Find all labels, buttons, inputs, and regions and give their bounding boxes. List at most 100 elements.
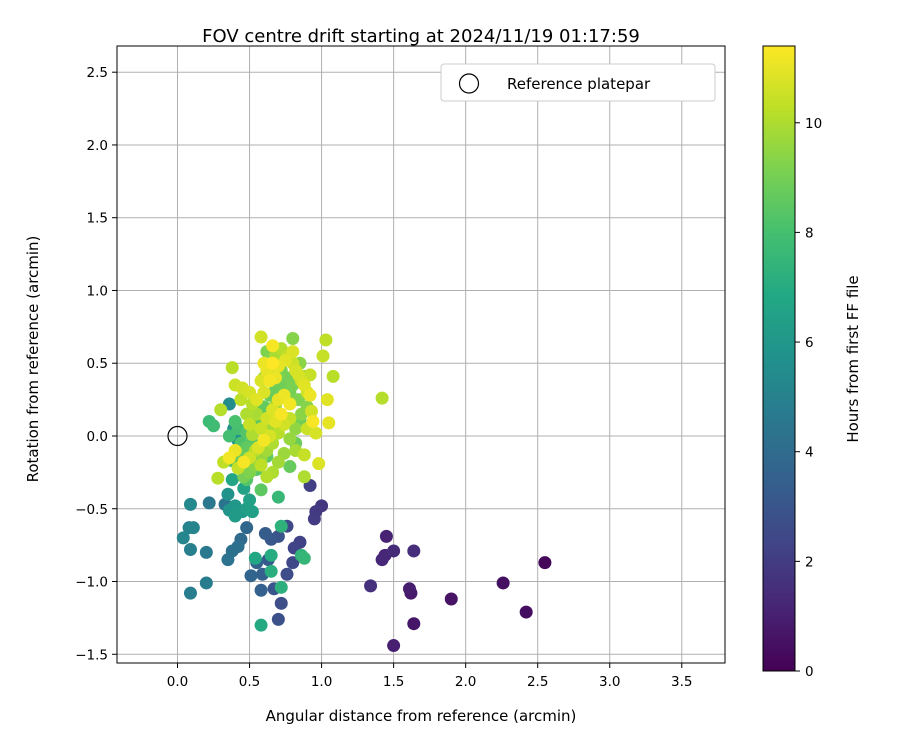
- data-point: [319, 333, 333, 347]
- data-point: [207, 419, 221, 433]
- data-point: [306, 414, 320, 428]
- data-point: [364, 579, 378, 593]
- data-point: [199, 576, 213, 590]
- data-point: [283, 397, 297, 411]
- legend-box: [440, 63, 716, 102]
- x-tick-label: 1.0: [311, 674, 332, 690]
- data-point: [183, 542, 197, 556]
- data-point: [225, 361, 239, 375]
- x-tick-label: 3.5: [671, 674, 692, 690]
- plot-frame: [116, 45, 726, 664]
- legend-label-reference: Reference platepar: [507, 75, 651, 93]
- data-point: [234, 393, 248, 407]
- x-tick-label: 3.0: [599, 674, 620, 690]
- data-point: [228, 509, 242, 523]
- data-point: [303, 388, 317, 402]
- x-tick-label: 2.5: [527, 674, 548, 690]
- y-tick-label: 2.0: [87, 138, 108, 154]
- data-points: [167, 330, 552, 653]
- data-point: [286, 331, 300, 345]
- data-point: [245, 505, 259, 519]
- colorbar-tick-label: 6: [805, 335, 814, 351]
- reference-platepar-marker: [167, 425, 188, 447]
- data-point: [286, 556, 300, 570]
- data-point: [222, 451, 236, 465]
- colorbar-label: Hours from first FF file: [844, 275, 862, 442]
- data-point: [254, 483, 268, 497]
- data-point: [254, 458, 268, 472]
- data-point: [294, 407, 308, 421]
- data-point: [375, 391, 389, 405]
- y-tick-label: 1.0: [87, 283, 108, 299]
- data-point: [183, 497, 197, 511]
- data-point: [320, 393, 334, 407]
- data-point: [260, 470, 274, 484]
- data-point: [250, 393, 264, 407]
- legend-marker-reference: [458, 73, 480, 94]
- data-point: [379, 529, 393, 543]
- data-point: [312, 457, 326, 471]
- data-point: [274, 580, 288, 594]
- data-point: [322, 416, 336, 430]
- y-axis-ticks: −1.5 −1.0 −0.5 0.0 0.5 1.0 1.5 2.0 2.5: [75, 65, 117, 663]
- x-tick-label: 1.5: [383, 674, 404, 690]
- data-point: [375, 553, 389, 567]
- data-point: [264, 548, 278, 562]
- colorbar-tick-label: 8: [805, 225, 814, 241]
- data-point: [266, 339, 280, 353]
- data-point: [222, 429, 236, 443]
- data-point: [283, 432, 297, 446]
- data-point: [243, 493, 257, 507]
- data-point: [297, 551, 311, 565]
- data-point: [225, 473, 239, 487]
- data-point: [266, 356, 280, 370]
- data-point: [286, 345, 300, 359]
- data-point: [387, 544, 401, 558]
- y-tick-label: 2.5: [87, 65, 108, 81]
- data-point: [254, 422, 268, 436]
- chart-title: FOV centre drift starting at 2024/11/19 …: [202, 26, 640, 47]
- data-point: [271, 455, 285, 469]
- grid-lines: [117, 46, 725, 663]
- data-point: [243, 417, 257, 431]
- data-point: [326, 369, 340, 383]
- legend: Reference platepar: [440, 63, 716, 102]
- data-point: [297, 470, 311, 484]
- data-point: [407, 544, 421, 558]
- y-tick-label: 1.5: [87, 211, 108, 227]
- data-point: [280, 567, 294, 581]
- data-point: [244, 569, 258, 583]
- data-point: [176, 531, 190, 545]
- colorbar-tick-label: 4: [805, 445, 814, 461]
- data-point: [199, 545, 213, 559]
- x-axis-ticks: 0.0 0.5 1.0 1.5 2.0 2.5 3.0 3.5: [167, 663, 693, 690]
- data-point: [240, 521, 254, 535]
- data-point: [211, 471, 225, 485]
- data-point: [186, 521, 200, 535]
- data-point: [263, 374, 277, 388]
- data-point: [254, 618, 268, 632]
- data-point: [292, 368, 306, 382]
- x-axis-label: Angular distance from reference (arcmin): [266, 707, 577, 725]
- data-point: [183, 586, 197, 600]
- y-tick-label: 0.0: [87, 429, 108, 445]
- colorbar-tick-label: 0: [805, 664, 814, 680]
- data-point: [402, 582, 416, 596]
- colorbar-tick-label: 2: [805, 554, 814, 570]
- y-tick-label: 0.5: [87, 356, 108, 372]
- data-point: [274, 407, 288, 421]
- data-point: [297, 378, 311, 392]
- colorbar: [762, 45, 796, 672]
- data-point: [297, 448, 311, 462]
- y-tick-label: −1.5: [75, 647, 108, 663]
- data-point: [214, 403, 228, 417]
- data-point: [444, 592, 458, 606]
- colorbar-tick-label: 10: [805, 116, 822, 132]
- data-point: [254, 583, 268, 597]
- data-point: [237, 455, 251, 469]
- data-point: [248, 551, 262, 565]
- data-point: [316, 349, 330, 363]
- data-point: [387, 639, 401, 653]
- y-tick-label: −1.0: [75, 575, 108, 591]
